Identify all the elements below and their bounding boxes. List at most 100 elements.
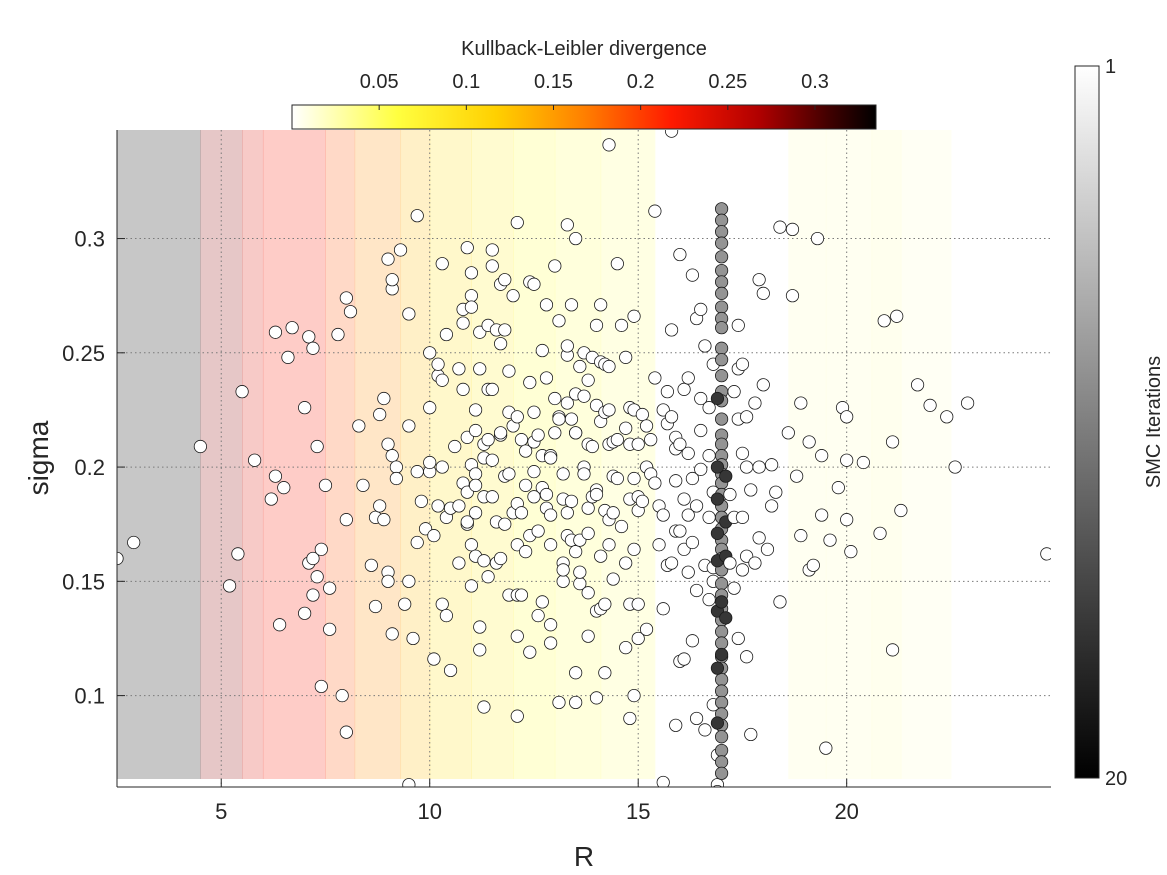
data-point: [548, 259, 562, 273]
data-point: [468, 467, 483, 481]
data-point: [381, 574, 395, 588]
data-point: [602, 538, 616, 552]
data-point: [318, 478, 333, 492]
data-point: [235, 385, 249, 399]
y-axis-ticks: 0.1 0.15 0.2 0.25 0.3: [62, 227, 125, 709]
data-point: [443, 663, 458, 678]
data-point: [402, 307, 416, 321]
data-point: [485, 243, 499, 257]
data-point: [569, 426, 583, 440]
data-point: [627, 309, 641, 323]
data-point: [452, 556, 466, 570]
data-point: [702, 510, 716, 524]
data-point: [389, 471, 403, 486]
y-tick-label: 0.15: [62, 569, 105, 594]
data-point: [685, 471, 700, 486]
data-point: [714, 412, 729, 426]
data-point: [464, 579, 479, 593]
smc-colorbar-title: SMC Iterations: [1143, 356, 1165, 488]
data-point: [961, 396, 975, 410]
data-point: [1040, 547, 1051, 561]
data-point: [556, 563, 570, 577]
data-point: [740, 460, 754, 474]
data-point: [431, 357, 445, 371]
data-point: [685, 634, 700, 648]
data-point: [719, 611, 733, 625]
data-point: [435, 373, 449, 387]
data-point: [623, 711, 637, 726]
x-tick-label: 10: [417, 799, 441, 824]
data-point: [539, 487, 554, 502]
data-point: [264, 492, 278, 506]
data-point: [585, 439, 599, 454]
data-point: [673, 247, 687, 262]
data-point: [460, 241, 474, 255]
kl-colorbar-tick-label: 0.05: [360, 71, 399, 93]
data-point: [581, 526, 595, 540]
data-point: [527, 465, 541, 479]
data-point: [577, 467, 591, 481]
data-point: [423, 401, 437, 415]
data-point: [794, 396, 808, 410]
data-point: [277, 481, 291, 495]
data-point: [127, 535, 141, 550]
data-point: [481, 433, 495, 447]
data-point: [619, 421, 633, 435]
data-point: [506, 289, 520, 303]
heatmap-band: [325, 130, 356, 779]
data-point: [339, 725, 353, 739]
data-point: [702, 401, 716, 415]
data-point: [560, 339, 574, 353]
data-point: [544, 508, 558, 522]
data-point: [619, 350, 633, 364]
y-tick-label: 0.1: [74, 684, 105, 709]
data-point: [389, 460, 403, 474]
data-point: [435, 257, 449, 271]
data-point: [310, 570, 324, 584]
data-point: [689, 499, 704, 513]
data-point: [910, 378, 925, 392]
data-point: [281, 350, 295, 364]
smc-colorbar: [1074, 65, 1100, 779]
data-point: [677, 382, 691, 396]
kl-colorbar-tick-label: 0.3: [801, 71, 829, 93]
data-point: [385, 627, 399, 641]
data-point: [343, 305, 358, 319]
data-point: [698, 723, 712, 737]
data-point: [714, 225, 729, 239]
data-point: [714, 353, 729, 367]
data-point: [610, 433, 624, 447]
data-point: [656, 775, 670, 787]
data-point: [414, 494, 428, 508]
data-point: [735, 510, 750, 524]
data-point: [685, 535, 700, 550]
data-point: [756, 378, 770, 392]
data-point: [385, 273, 399, 287]
kl-colorbar-tick-label: 0.15: [534, 71, 573, 93]
data-point: [560, 506, 574, 520]
data-point: [731, 318, 745, 332]
data-point: [477, 700, 491, 714]
data-point: [448, 439, 462, 454]
data-point: [810, 231, 825, 246]
data-point: [735, 357, 750, 371]
data-point: [452, 362, 466, 376]
data-point: [744, 727, 758, 742]
data-point: [631, 631, 645, 646]
data-point: [677, 492, 691, 506]
data-point: [519, 444, 533, 458]
data-point: [760, 542, 775, 556]
data-point: [714, 730, 729, 744]
data-point: [635, 494, 649, 508]
data-point: [544, 618, 558, 632]
data-point: [335, 688, 349, 703]
data-point: [314, 542, 328, 556]
data-point: [468, 423, 483, 438]
data-point: [631, 597, 645, 611]
data-point: [298, 401, 312, 415]
data-point: [744, 483, 758, 497]
data-point: [765, 499, 779, 513]
heatmap-band: [429, 130, 472, 779]
data-point: [639, 419, 654, 433]
